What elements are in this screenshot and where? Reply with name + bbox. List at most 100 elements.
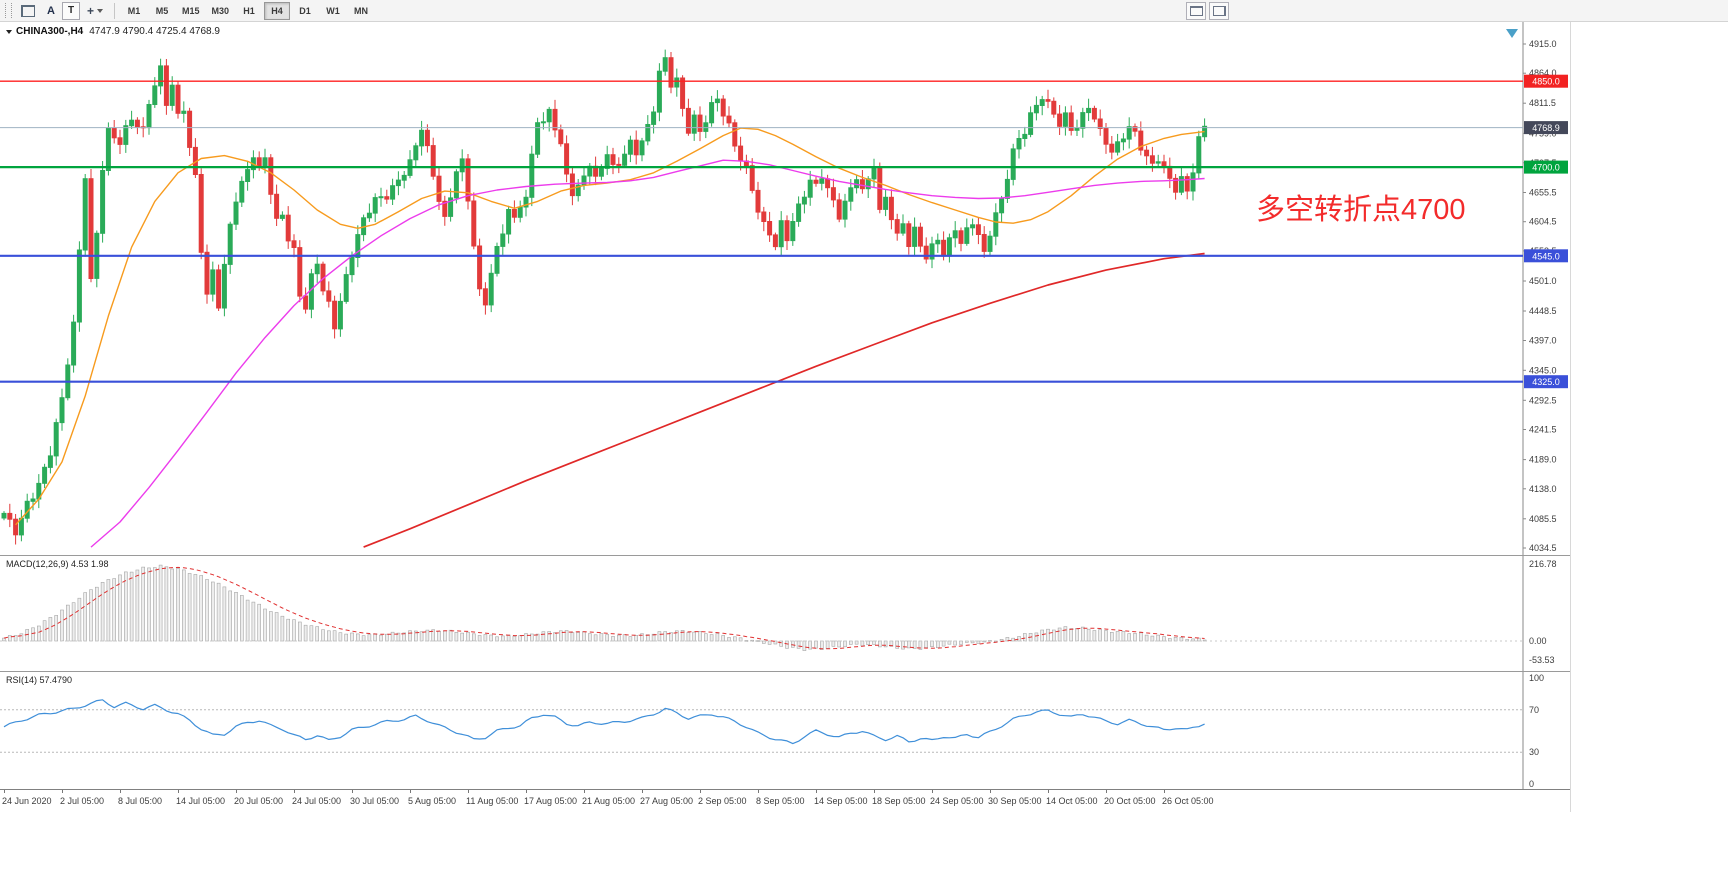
macd-bar (164, 566, 169, 642)
timeframe-button-W1[interactable]: W1 (326, 5, 340, 16)
candle-down (917, 226, 923, 247)
timeframe-button-M30[interactable]: M30 (211, 5, 230, 16)
candle-down (187, 110, 193, 148)
time-tick (4, 790, 5, 793)
candle-down (198, 174, 204, 253)
candle-up (378, 196, 384, 199)
insert-text-button[interactable]: A (42, 2, 60, 20)
candle-up (343, 274, 349, 302)
timeframe-button-H1[interactable]: H1 (243, 5, 255, 16)
macd-bar (379, 634, 383, 642)
macd-bar (170, 568, 174, 642)
price-tag-label: 4700.0 (1532, 163, 1560, 173)
candles-layer[interactable] (1, 49, 1208, 545)
candle-up (1004, 178, 1010, 199)
candle-down (13, 518, 19, 536)
macd-bar (663, 631, 668, 642)
time-label: 24 Sep 05:00 (930, 796, 984, 806)
timeframe-button-M15[interactable]: M15 (182, 5, 200, 16)
candle-up (604, 154, 610, 169)
level-line-4545.0[interactable]: 4545.0 (0, 249, 1568, 263)
level-line-4768.9[interactable]: 4768.9 (0, 121, 1568, 135)
macd-bar (814, 640, 818, 649)
candle-up (964, 227, 970, 244)
price-tag-label: 4545.0 (1532, 251, 1560, 261)
time-tick (1048, 790, 1049, 793)
timeframe-button-M1[interactable]: M1 (127, 5, 141, 16)
rsi-tick-label: 30 (1529, 747, 1539, 757)
macd-bar (761, 640, 766, 644)
macd-bar (297, 621, 302, 642)
macd-bar (228, 590, 232, 642)
macd-bar (1057, 627, 1062, 642)
timeframe-button-M5[interactable]: M5 (155, 5, 169, 16)
rsi-panel[interactable]: 100 70 30 0 (0, 672, 1570, 790)
candle-up (970, 224, 976, 229)
rsi-axis[interactable]: 100 70 30 0 (1522, 672, 1544, 790)
toolbar-extra-button-1[interactable] (1186, 2, 1206, 20)
macd-bar (709, 634, 714, 642)
macd-bar (112, 578, 116, 642)
macd-bar (518, 635, 523, 642)
main-chart[interactable]: 4915.04864.04811.54759.04707.54655.54604… (0, 22, 1570, 556)
candle-down (384, 196, 390, 200)
timeframe-button-MN[interactable]: MN (354, 5, 369, 16)
macd-bar (959, 640, 963, 645)
time-tick (758, 790, 759, 793)
chart-grid-button[interactable] (16, 2, 40, 20)
macd-bar (187, 573, 192, 642)
crosshair-button[interactable]: + (82, 2, 108, 20)
chart-shift-marker[interactable] (1506, 29, 1518, 38)
level-line-4700.0[interactable]: 4700.0 (0, 160, 1568, 174)
toolbar-extra-button-2[interactable] (1209, 2, 1229, 20)
macd-bar (1110, 632, 1114, 642)
macd-bar (31, 627, 35, 642)
macd-bar (89, 589, 93, 642)
candle-up (883, 196, 889, 210)
candle-up (929, 243, 935, 260)
macd-bar (42, 620, 47, 642)
macd-bar (182, 569, 186, 642)
macd-bar (361, 635, 366, 642)
candle-down (767, 221, 773, 236)
candle-down (1091, 107, 1097, 120)
macd-bar (1197, 637, 1201, 642)
candle-down (1103, 128, 1109, 145)
time-axis[interactable]: 24 Jun 2020 2 Jul 05:00 8 Jul 05:00 14 Jul … (0, 790, 1570, 812)
candle-up (529, 153, 535, 198)
text-label-button[interactable]: T (62, 1, 80, 20)
macd-bar (721, 635, 726, 642)
timeframe-button-H4[interactable]: H4 (264, 1, 291, 20)
price-tag (1524, 160, 1568, 174)
macd-bar (408, 630, 412, 642)
candle-down (291, 240, 297, 249)
macd-bar (344, 633, 349, 642)
time-tick (526, 790, 527, 793)
macd-bar (883, 640, 888, 648)
candle-up (227, 223, 233, 265)
macd-panel[interactable]: 216.78 0.00 -53.53 (0, 556, 1570, 672)
macd-bar (837, 640, 842, 648)
ma-red-slow-line (363, 252, 1205, 548)
macd-bar (587, 633, 592, 642)
candle-up (233, 201, 239, 225)
macd-bar (129, 571, 134, 642)
level-line-4850.0[interactable]: 4850.0 (0, 74, 1568, 88)
macd-bar (541, 631, 546, 642)
macd-bar (1017, 636, 1021, 642)
toolbar-drag-handle[interactable] (5, 3, 12, 18)
price-tick-label: 4448.5 (1529, 306, 1557, 316)
level-line-4325.0[interactable]: 4325.0 (0, 375, 1568, 389)
macd-bar (622, 634, 627, 642)
candle-up (181, 110, 187, 114)
macd-bar (118, 574, 122, 642)
macd-axis[interactable]: 216.78 0.00 -53.53 (1522, 556, 1557, 672)
macd-bar (437, 631, 441, 642)
timeframe-button-D1[interactable]: D1 (299, 5, 311, 16)
time-label: 24 Jul 05:00 (292, 796, 342, 806)
price-axis[interactable]: 4915.04864.04811.54759.04707.54655.54604… (1522, 22, 1557, 556)
candle-up (842, 200, 848, 220)
chart-menu-icon[interactable] (6, 29, 12, 34)
candle-up (639, 140, 645, 156)
macd-bar (1156, 634, 1160, 642)
